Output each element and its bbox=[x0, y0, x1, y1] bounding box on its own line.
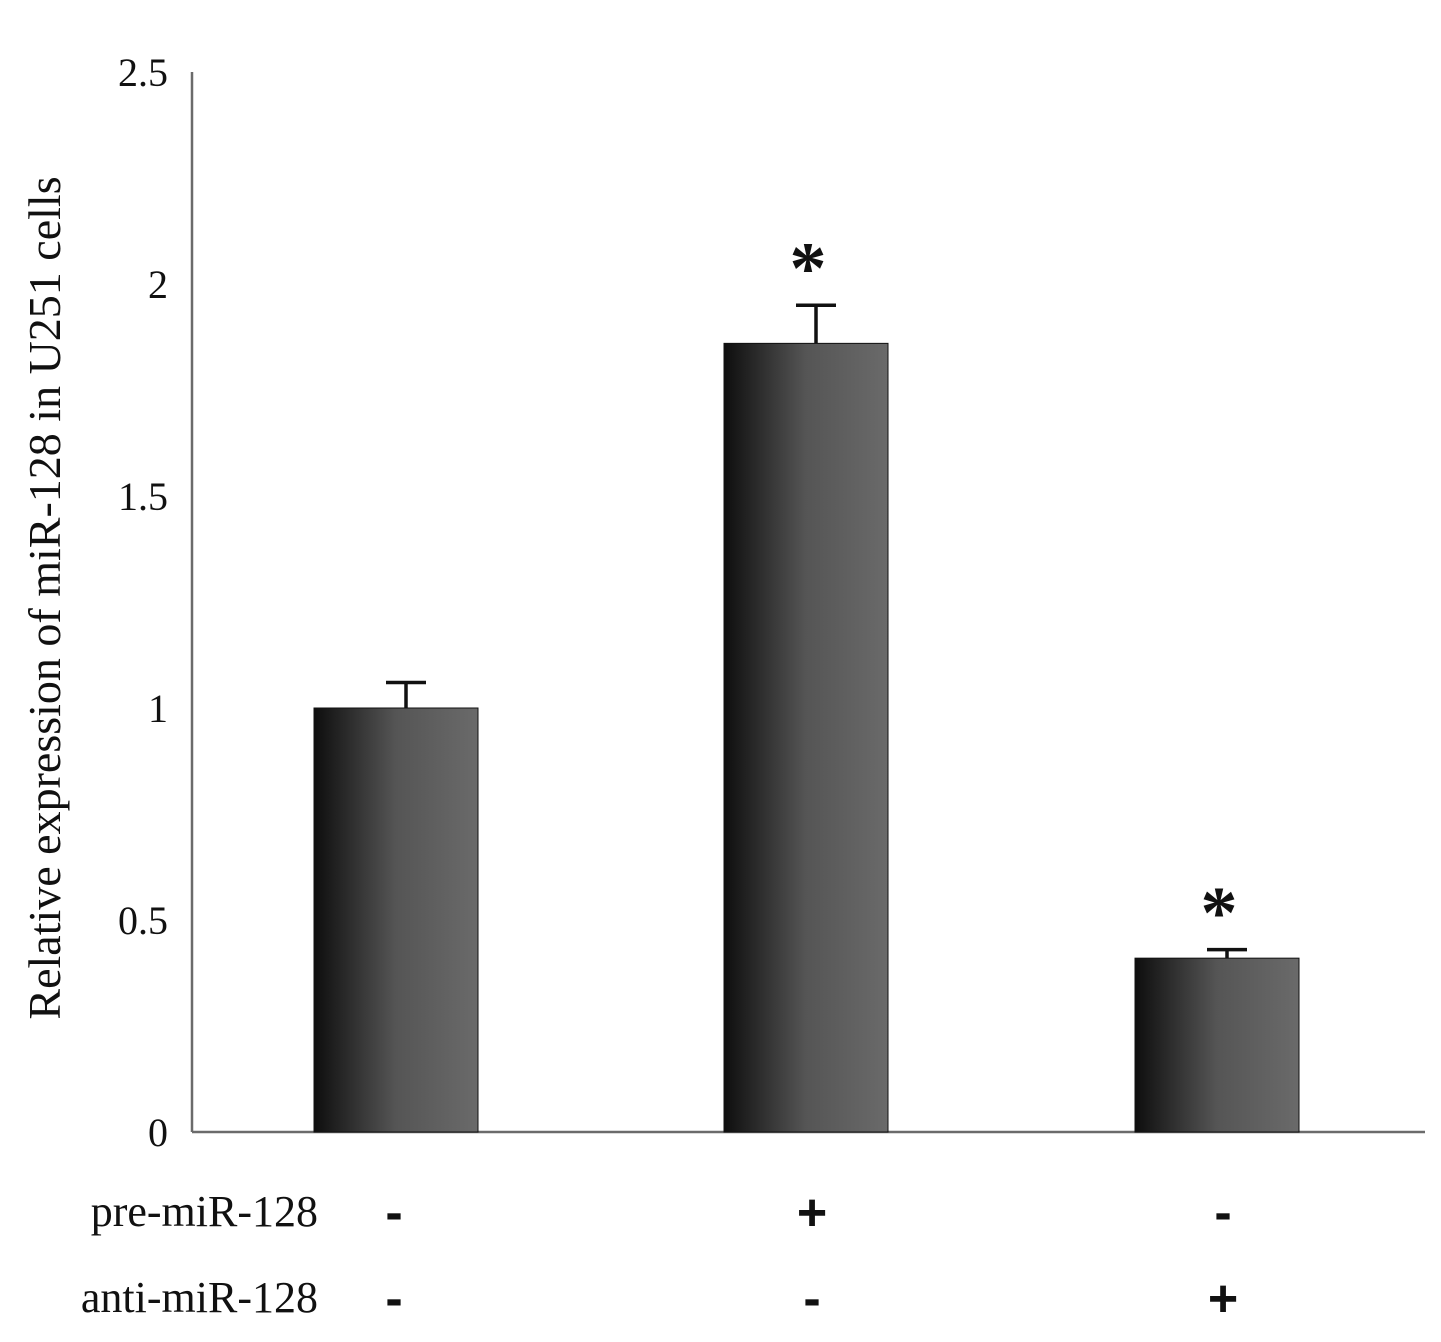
condition-row-label: anti-miR-128 bbox=[81, 1273, 318, 1322]
condition-symbol: - bbox=[385, 1184, 402, 1242]
condition-symbol: - bbox=[385, 1270, 402, 1328]
y-tick-label: 2 bbox=[148, 262, 168, 307]
condition-symbol: + bbox=[1208, 1270, 1238, 1328]
y-tick-label: 1 bbox=[148, 686, 168, 731]
y-axis-label: Relative expression of miR-128 in U251 c… bbox=[19, 176, 70, 1019]
condition-symbol: + bbox=[797, 1184, 827, 1242]
bar bbox=[1134, 957, 1300, 1133]
y-tick-label: 0.5 bbox=[118, 898, 168, 943]
condition-row-label: pre-miR-128 bbox=[91, 1187, 318, 1236]
y-tick-label: 2.5 bbox=[118, 50, 168, 95]
significance-marker: * bbox=[1201, 873, 1238, 955]
condition-symbol: - bbox=[803, 1270, 820, 1328]
bar bbox=[313, 707, 479, 1133]
bars: ** bbox=[313, 228, 1300, 1133]
condition-rows: pre-miR-128 - + - anti-miR-128 - - + bbox=[81, 1184, 1238, 1328]
y-tick-labels: 0 0.5 1 1.5 2 2.5 bbox=[118, 50, 168, 1155]
y-tick-label: 0 bbox=[148, 1110, 168, 1155]
y-tick-label: 1.5 bbox=[118, 474, 168, 519]
significance-marker: * bbox=[790, 228, 827, 310]
condition-symbol: - bbox=[1214, 1184, 1231, 1242]
bar bbox=[723, 342, 889, 1133]
